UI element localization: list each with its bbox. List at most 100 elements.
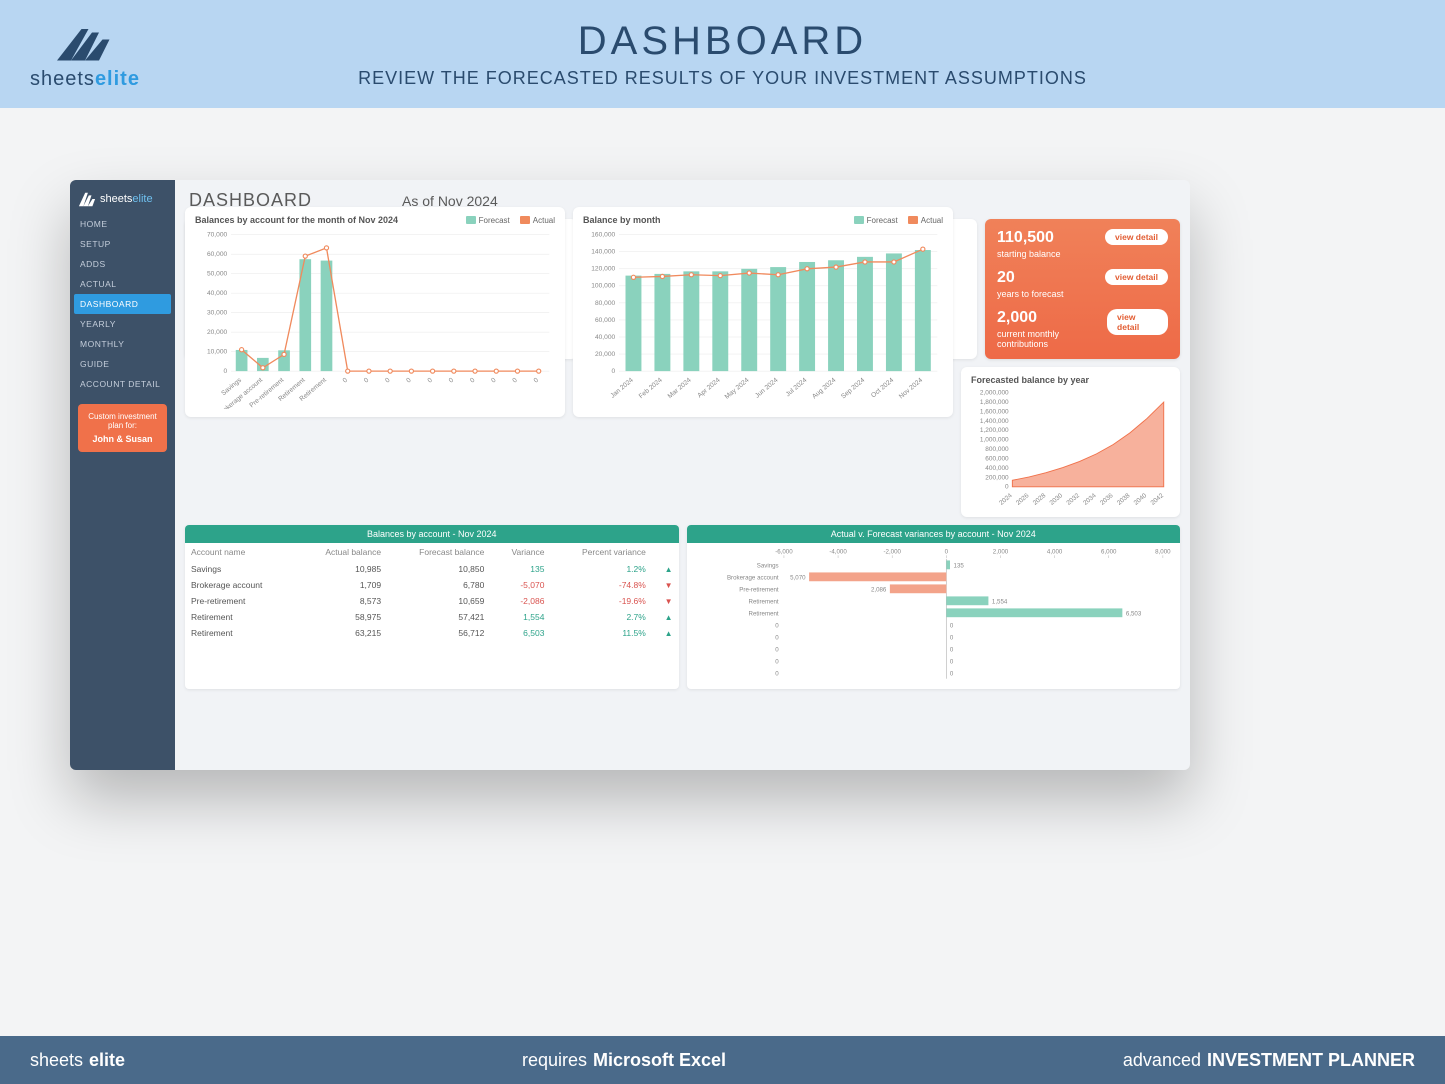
month-legend: Forecast Actual — [854, 216, 943, 225]
svg-text:-2,000: -2,000 — [883, 549, 901, 556]
svg-text:160,000: 160,000 — [591, 232, 615, 239]
side-label: years to forecast — [997, 289, 1064, 299]
svg-text:2026: 2026 — [1015, 492, 1031, 507]
svg-text:5,070: 5,070 — [790, 574, 806, 581]
svg-text:0: 0 — [949, 658, 953, 665]
svg-text:0: 0 — [469, 377, 477, 385]
year-chart: 0200,000400,000600,000800,0001,000,0001,… — [971, 389, 1170, 509]
plan-label: Custom investment plan for: — [88, 412, 156, 430]
svg-text:60,000: 60,000 — [207, 251, 228, 258]
side-panel: 110,500starting balanceview detail20year… — [985, 219, 1180, 359]
svg-text:1,600,000: 1,600,000 — [980, 408, 1009, 415]
svg-text:Feb 2024: Feb 2024 — [638, 377, 664, 401]
svg-text:0: 0 — [775, 634, 779, 641]
svg-text:0: 0 — [533, 377, 541, 385]
view-detail-button[interactable]: view detail — [1107, 309, 1168, 335]
svg-text:70,000: 70,000 — [207, 232, 228, 239]
footer-center: requires Microsoft Excel — [522, 1050, 726, 1071]
side-panel-row-0: 110,500starting balanceview detail — [997, 229, 1168, 259]
table-header: Variance — [490, 543, 550, 561]
svg-text:30,000: 30,000 — [207, 310, 228, 317]
svg-text:-4,000: -4,000 — [829, 549, 847, 556]
view-detail-button[interactable]: view detail — [1105, 229, 1168, 245]
svg-text:20,000: 20,000 — [207, 329, 228, 336]
svg-text:0: 0 — [427, 377, 435, 385]
svg-text:2038: 2038 — [1116, 492, 1132, 507]
page-subtitle: REVIEW THE FORECASTED RESULTS OF YOUR IN… — [180, 68, 1265, 89]
svg-text:40,000: 40,000 — [595, 334, 616, 341]
svg-text:0: 0 — [363, 377, 371, 385]
svg-text:40,000: 40,000 — [207, 290, 228, 297]
svg-text:0: 0 — [775, 670, 779, 677]
svg-text:Retirement: Retirement — [748, 598, 778, 605]
svg-text:Brokerage account: Brokerage account — [726, 574, 778, 581]
brand-logo: sheetselite — [30, 18, 140, 91]
svg-text:2036: 2036 — [1099, 492, 1115, 507]
svg-text:0: 0 — [384, 377, 392, 385]
svg-text:0: 0 — [448, 377, 456, 385]
accounts-chart-card: Balances by account for the month of Nov… — [185, 207, 565, 417]
svg-text:2040: 2040 — [1133, 492, 1149, 507]
svg-text:2,000: 2,000 — [992, 549, 1008, 556]
month-chart-title: Balance by month — [583, 215, 661, 225]
svg-text:Sep 2024: Sep 2024 — [840, 377, 866, 401]
table-header: Actual balance — [296, 543, 387, 561]
side-panel-row-2: 2,000current monthly contributionsview d… — [997, 309, 1168, 349]
svg-text:0: 0 — [944, 549, 948, 556]
dashboard-window: sheetselite HOMESETUPADDSACTUALDASHBOARD… — [70, 180, 1190, 770]
table-header: Forecast balance — [387, 543, 490, 561]
svg-text:2030: 2030 — [1049, 492, 1065, 507]
side-panel-row-1: 20years to forecastview detail — [997, 269, 1168, 299]
svg-text:Pre-retirement: Pre-retirement — [739, 586, 779, 593]
svg-text:Jul 2024: Jul 2024 — [785, 377, 809, 399]
svg-text:1,800,000: 1,800,000 — [980, 399, 1009, 406]
accounts-legend: Forecast Actual — [466, 216, 555, 225]
svg-text:Retirement: Retirement — [748, 610, 778, 617]
month-chart: 020,00040,00060,00080,000100,000120,0001… — [583, 229, 943, 409]
sidebar-item-adds[interactable]: ADDS — [70, 254, 175, 274]
sidebar-item-home[interactable]: HOME — [70, 214, 175, 234]
balances-table-title: Balances by account - Nov 2024 — [185, 525, 679, 543]
svg-text:Aug 2024: Aug 2024 — [811, 377, 837, 401]
svg-text:Mar 2024: Mar 2024 — [667, 377, 693, 401]
svg-text:0: 0 — [949, 646, 953, 653]
svg-text:0: 0 — [342, 377, 350, 385]
page-header-text: DASHBOARD REVIEW THE FORECASTED RESULTS … — [180, 19, 1265, 89]
svg-text:0: 0 — [775, 658, 779, 665]
svg-text:Jun 2024: Jun 2024 — [754, 377, 780, 400]
page-header: sheetselite DASHBOARD REVIEW THE FORECAS… — [0, 0, 1445, 108]
charts-row: Balances by account for the month of Nov… — [185, 367, 1180, 517]
view-detail-button[interactable]: view detail — [1105, 269, 1168, 285]
table-header: Account name — [185, 543, 296, 561]
svg-text:0: 0 — [405, 377, 413, 385]
svg-text:0: 0 — [612, 368, 616, 375]
sidebar-item-guide[interactable]: GUIDE — [70, 354, 175, 374]
svg-text:80,000: 80,000 — [595, 300, 616, 307]
bottom-row: Balances by account - Nov 2024 Account n… — [185, 525, 1180, 689]
svg-text:2024: 2024 — [998, 492, 1014, 507]
svg-text:1,200,000: 1,200,000 — [980, 427, 1009, 434]
accounts-chart-title: Balances by account for the month of Nov… — [195, 215, 398, 225]
month-chart-card: Balance by month Forecast Actual 020,000… — [573, 207, 953, 417]
sidebar-item-setup[interactable]: SETUP — [70, 234, 175, 254]
svg-text:1,000,000: 1,000,000 — [980, 437, 1009, 444]
logo-icon — [50, 18, 120, 68]
svg-text:Jan 2024: Jan 2024 — [609, 377, 635, 400]
svg-text:60,000: 60,000 — [595, 317, 616, 324]
sidebar-item-monthly[interactable]: MONTHLY — [70, 334, 175, 354]
svg-text:2,086: 2,086 — [870, 586, 886, 593]
sidebar-item-actual[interactable]: ACTUAL — [70, 274, 175, 294]
svg-text:50,000: 50,000 — [207, 271, 228, 278]
sidebar-item-account-detail[interactable]: ACCOUNT DETAIL — [70, 374, 175, 394]
accounts-chart: 010,00020,00030,00040,00050,00060,00070,… — [195, 229, 555, 409]
plan-name: John & Susan — [84, 434, 161, 444]
svg-text:0: 0 — [511, 377, 519, 385]
table-row: Savings10,98510,8501351.2%▲ — [185, 561, 679, 577]
svg-text:2034: 2034 — [1082, 492, 1098, 507]
sidebar-item-dashboard[interactable]: DASHBOARD — [74, 294, 171, 314]
sidebar-item-yearly[interactable]: YEARLY — [70, 314, 175, 334]
balances-table-card: Balances by account - Nov 2024 Account n… — [185, 525, 679, 689]
sidebar-plan-card: Custom investment plan for: John & Susan — [78, 404, 167, 452]
year-chart-title: Forecasted balance by year — [971, 375, 1089, 385]
svg-text:Oct 2024: Oct 2024 — [870, 377, 895, 400]
